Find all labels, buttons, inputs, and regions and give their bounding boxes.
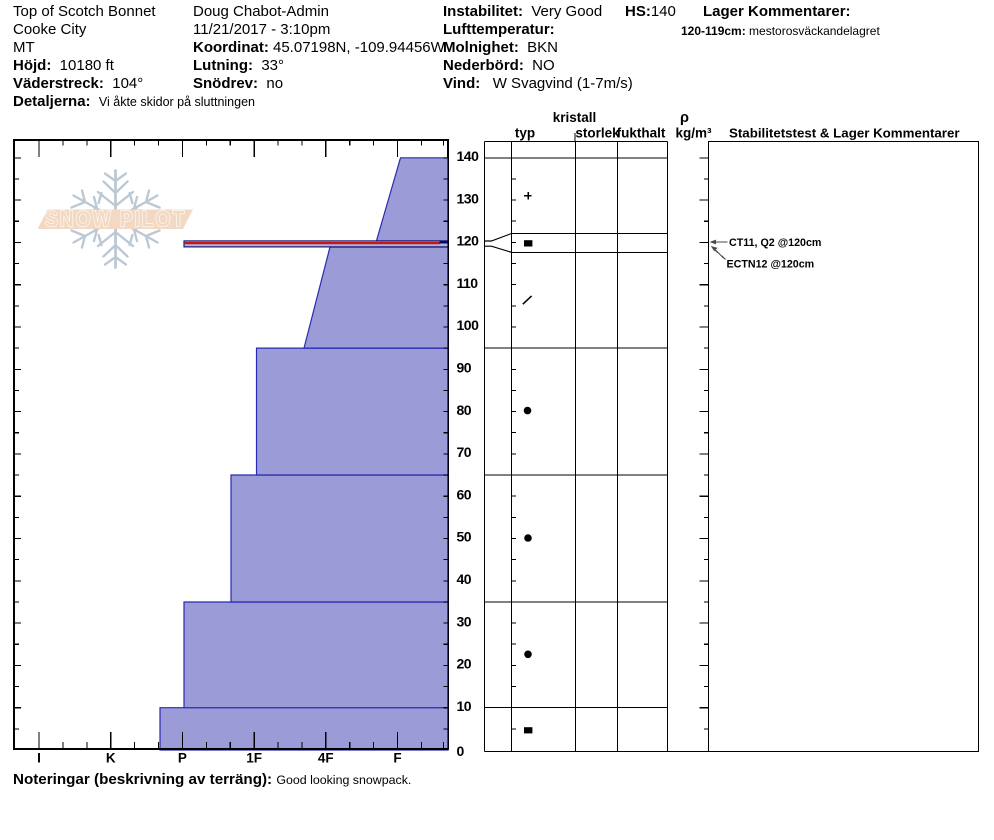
svg-text:4F: 4F (318, 751, 334, 766)
svg-text:30: 30 (457, 613, 472, 629)
svg-text:0: 0 (457, 743, 465, 759)
svg-text:fukthalt: fukthalt (617, 126, 666, 141)
svg-text:Stabilitetstest & Lager Kommen: Stabilitetstest & Lager Kommentarer (729, 126, 960, 141)
svg-text:40: 40 (457, 571, 472, 587)
svg-text:F: F (393, 751, 401, 766)
svg-text:P: P (178, 751, 187, 766)
svg-text:20: 20 (457, 656, 472, 672)
svg-text:10: 10 (457, 698, 472, 714)
svg-text:ECTN12 @120cm: ECTN12 @120cm (727, 258, 815, 270)
svg-text:130: 130 (457, 190, 480, 206)
svg-text:110: 110 (457, 275, 479, 291)
svg-text:60: 60 (457, 486, 472, 502)
svg-text:typ: typ (515, 126, 535, 141)
svg-text:CT11, Q2 @120cm: CT11, Q2 @120cm (729, 237, 821, 249)
svg-text:kg/m³: kg/m³ (675, 126, 712, 141)
svg-text:1F: 1F (246, 751, 262, 766)
svg-text:ρ: ρ (680, 110, 689, 126)
svg-text:storlek: storlek (575, 126, 620, 141)
svg-text:120: 120 (457, 233, 480, 249)
svg-text:I: I (37, 751, 41, 766)
svg-text:SNOW PILOT: SNOW PILOT (45, 207, 186, 232)
svg-text:80: 80 (457, 402, 472, 418)
svg-text:70: 70 (457, 444, 472, 460)
svg-text:100: 100 (457, 317, 480, 333)
svg-text:K: K (106, 751, 116, 766)
svg-text:90: 90 (457, 360, 472, 376)
svg-text:50: 50 (457, 529, 472, 545)
svg-text:kristall: kristall (553, 110, 597, 125)
svg-text:140: 140 (457, 148, 480, 164)
